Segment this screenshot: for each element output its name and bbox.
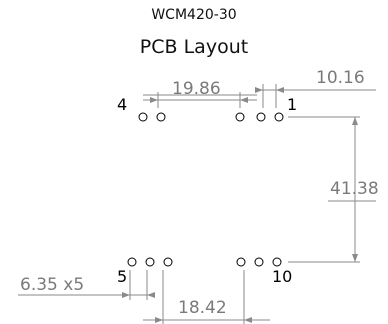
pad-10: [272, 257, 282, 267]
diagram-title: WCM420-30: [151, 7, 237, 23]
dim-bottom-gap: 18.42: [178, 298, 227, 318]
pad: [163, 257, 173, 267]
pad-1: [274, 112, 284, 122]
pad: [256, 112, 266, 122]
pad: [156, 112, 166, 122]
dim-pitch-left: 6.35 x5: [20, 275, 84, 295]
diagram-subtitle: PCB Layout: [139, 36, 249, 58]
pad-5: [127, 257, 137, 267]
pin-label-1: 1: [287, 95, 297, 114]
pad: [254, 257, 264, 267]
pin-label-4: 4: [117, 95, 127, 114]
pad: [145, 257, 155, 267]
pad: [236, 257, 246, 267]
dim-top-inner: 19.86: [172, 79, 221, 99]
pin-label-5: 5: [117, 267, 127, 286]
pad: [138, 112, 148, 122]
pin-label-10: 10: [272, 267, 292, 286]
pad: [235, 112, 245, 122]
dim-vertical: 41.38: [330, 179, 379, 199]
dim-top-right: 10.16: [316, 68, 365, 88]
